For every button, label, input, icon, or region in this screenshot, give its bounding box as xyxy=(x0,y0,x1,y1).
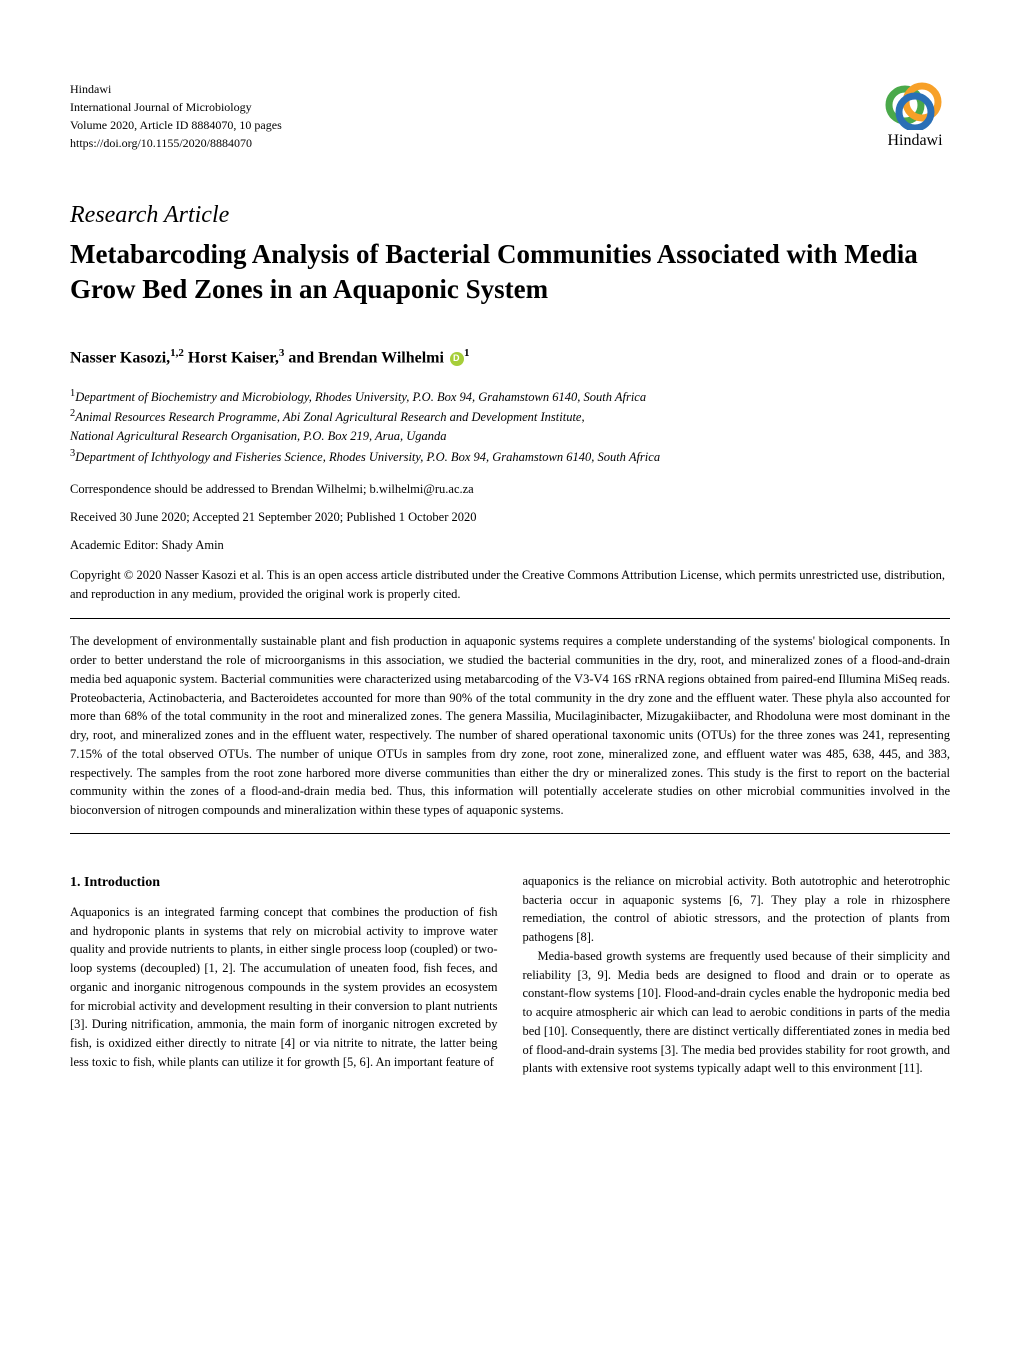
author-2-sup: 3 xyxy=(279,347,285,359)
affiliation-2: 2Animal Resources Research Programme, Ab… xyxy=(70,406,950,427)
aff2-text: Animal Resources Research Programme, Abi… xyxy=(75,411,584,425)
affiliation-1: 1Department of Biochemistry and Microbio… xyxy=(70,386,950,407)
col2-para-2: Media-based growth systems are frequentl… xyxy=(523,947,951,1078)
author-3-sup: 1 xyxy=(464,347,470,359)
journal-name: International Journal of Microbiology xyxy=(70,98,282,116)
orcid-icon xyxy=(450,352,464,366)
volume-info: Volume 2020, Article ID 8884070, 10 page… xyxy=(70,116,282,134)
article-title: Metabarcoding Analysis of Bacterial Comm… xyxy=(70,237,950,307)
article-dates: Received 30 June 2020; Accepted 21 Septe… xyxy=(70,510,950,525)
journal-info: Hindawi International Journal of Microbi… xyxy=(70,80,282,152)
column-left: 1. Introduction Aquaponics is an integra… xyxy=(70,872,498,1078)
aff1-text: Department of Biochemistry and Microbiol… xyxy=(75,390,646,404)
aff3-text: Department of Ichthyology and Fisheries … xyxy=(75,450,660,464)
body-columns: 1. Introduction Aquaponics is an integra… xyxy=(70,872,950,1078)
logo-text: Hindawi xyxy=(887,132,942,150)
affiliation-2b: National Agricultural Research Organisat… xyxy=(70,427,950,446)
correspondence: Correspondence should be addressed to Br… xyxy=(70,482,950,497)
author-1: Nasser Kasozi, xyxy=(70,350,170,367)
authors-list: Nasser Kasozi,1,2 Horst Kaiser,3 and Bre… xyxy=(70,347,950,367)
publisher-name: Hindawi xyxy=(70,80,282,98)
col2-para-1: aquaponics is the reliance on microbial … xyxy=(523,872,951,947)
copyright-notice: Copyright © 2020 Nasser Kasozi et al. Th… xyxy=(70,566,950,604)
hindawi-logo-icon xyxy=(880,80,950,130)
abstract: The development of environmentally susta… xyxy=(70,618,950,834)
col1-para-1: Aquaponics is an integrated farming conc… xyxy=(70,903,498,1072)
author-2: Horst Kaiser, xyxy=(188,350,279,367)
affiliation-3: 3Department of Ichthyology and Fisheries… xyxy=(70,446,950,467)
article-type: Research Article xyxy=(70,202,950,229)
header: Hindawi International Journal of Microbi… xyxy=(70,80,950,152)
affiliations: 1Department of Biochemistry and Microbio… xyxy=(70,386,950,467)
section-1-heading: 1. Introduction xyxy=(70,872,498,893)
column-right: aquaponics is the reliance on microbial … xyxy=(523,872,951,1078)
author-1-sup: 1,2 xyxy=(170,347,184,359)
publisher-logo: Hindawi xyxy=(880,80,950,150)
author-3: and Brendan Wilhelmi xyxy=(288,350,444,367)
doi-link: https://doi.org/10.1155/2020/8884070 xyxy=(70,134,282,152)
academic-editor: Academic Editor: Shady Amin xyxy=(70,538,950,553)
